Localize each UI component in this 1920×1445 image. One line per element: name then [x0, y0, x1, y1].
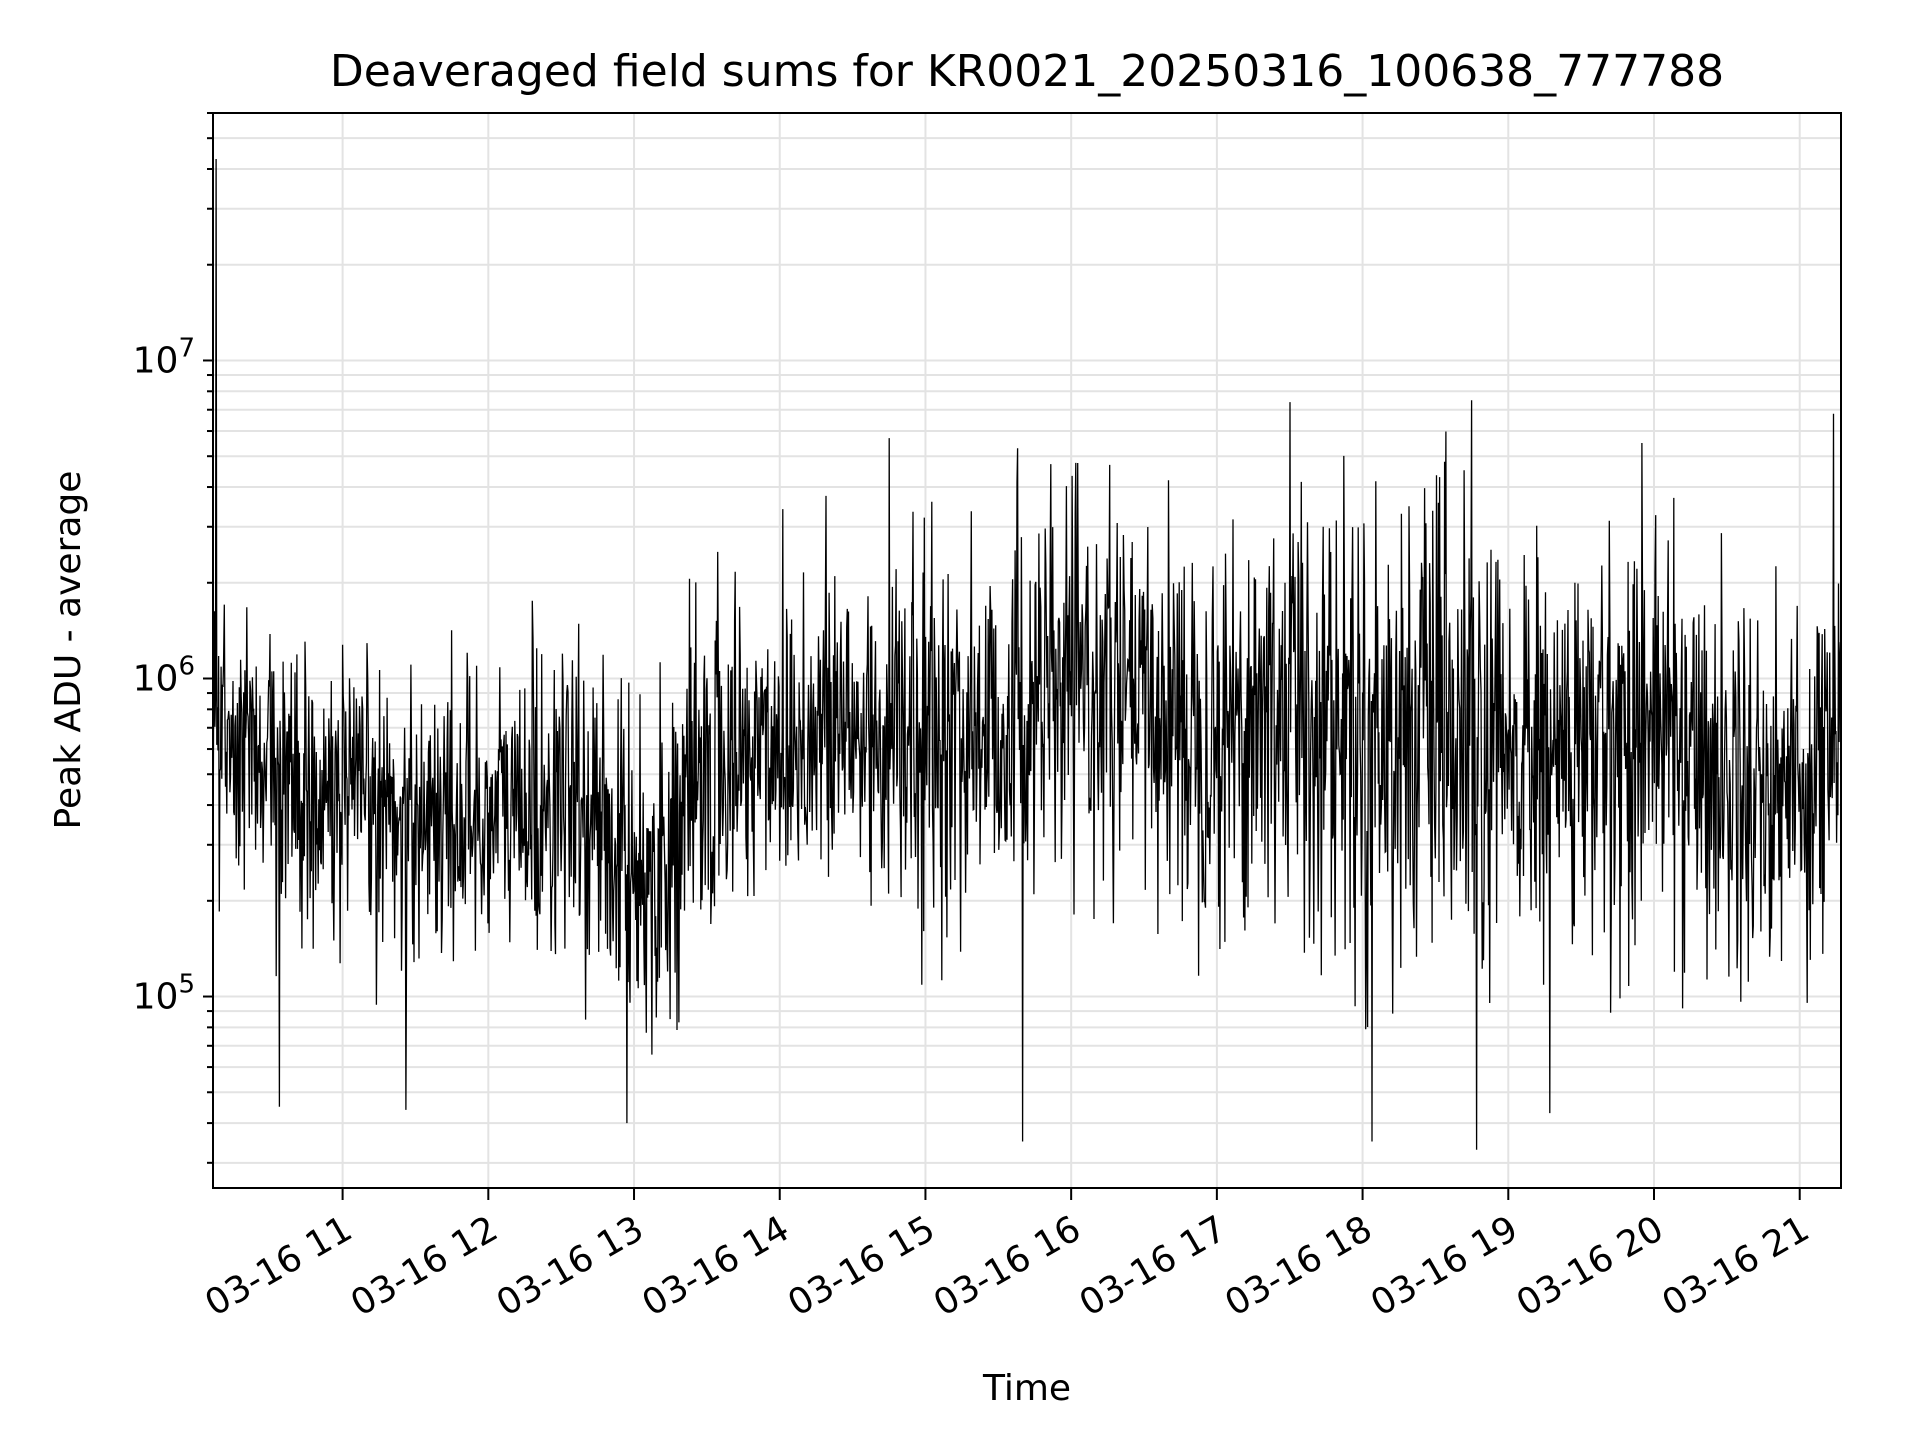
x-axis-label: Time — [982, 1368, 1071, 1409]
y-axis-label: Peak ADU - average — [48, 471, 89, 830]
chart-title: Deaveraged field sums for KR0021_2025031… — [330, 46, 1724, 97]
y-tick-label: 106 — [133, 652, 195, 700]
series-layer — [212, 158, 1842, 1150]
plot-frame — [212, 112, 1842, 1189]
series-line — [212, 158, 1842, 1150]
y-tick-label: 105 — [133, 970, 195, 1018]
y-tick-label: 107 — [133, 333, 195, 381]
